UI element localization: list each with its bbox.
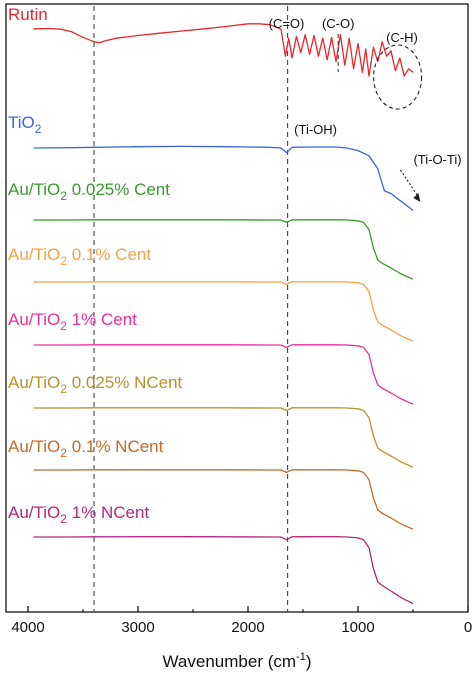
series-label-2: Au/TiO2 0.025% Cent [8,180,170,203]
ch-ellipse [373,44,423,110]
plot-frame [5,3,469,613]
annotations: (C=O)(C-O)(C-H)(-OH) group(Ti-OH)(Ti-O-T… [269,16,462,202]
annotation-5: (Ti-O-Ti) [413,152,461,167]
series-label-7: Au/TiO2 1% NCent [8,503,149,526]
reference-lines [93,6,289,612]
series-line-7 [33,536,414,605]
series-label-5: Au/TiO2 0.025% NCent [8,373,183,396]
x-axis-title: Wavenumber (cm-1) [163,651,312,671]
series-line-2 [33,219,414,280]
series-line-0 [33,23,414,77]
series-label-4: Au/TiO2 1% Cent [8,310,137,333]
series-line-4 [33,344,414,405]
x-tick-label-3: 1000 [341,619,374,636]
annotation-4: (Ti-OH) [294,122,337,137]
x-tick-label-0: 4000 [11,619,44,636]
x-tick-label-4: 0 [464,619,472,636]
series-labels: Rutin TiO2 Au/TiO2 0.025% Cent Au/TiO2 0.1%… [8,5,183,526]
annotation-1: (C-O) [322,16,355,31]
x-tick-label-2: 2000 [231,619,264,636]
tioti-arrow-head [413,193,421,202]
series-line-1 [33,145,414,211]
x-tick-label-1: 3000 [121,619,154,636]
series-line-3 [33,281,414,342]
series-line-6 [33,469,414,530]
series-line-5 [33,407,414,468]
series-lines [33,23,414,605]
annotation-2: (C-H) [386,30,418,45]
annotation-0: (C=O) [269,16,305,31]
series-label-1: TiO2 [8,113,42,136]
series-label-6: Au/TiO2 0.1% NCent [8,437,164,460]
plot-border [5,3,469,613]
series-label-3: Au/TiO2 0.1% Cent [8,245,151,268]
series-label-0: Rutin [8,5,48,24]
x-axis: 4000 3000 2000 1000 0 Wavenumber (cm-1) [11,606,472,671]
